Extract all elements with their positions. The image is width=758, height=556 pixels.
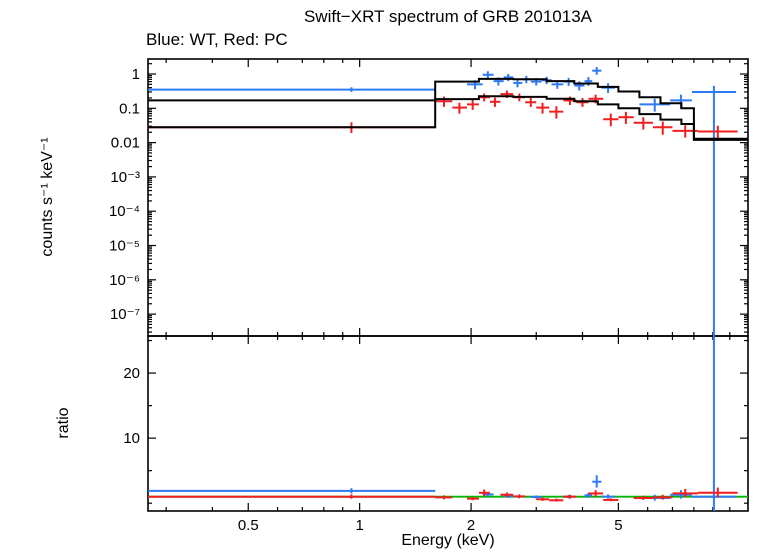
- y-tick-label: 10⁻³: [110, 169, 140, 186]
- y-tick-label: 0.1: [119, 100, 140, 117]
- ratio-tick-label: 20: [123, 365, 140, 382]
- y-tick-label: 0.01: [111, 135, 140, 152]
- x-tick-label: 2: [467, 517, 475, 534]
- y-tick-label: 10⁻⁶: [109, 272, 140, 289]
- wt-model: [148, 77, 748, 141]
- ratio-tick-label: 10: [123, 430, 140, 447]
- x-tick-label: 5: [614, 517, 622, 534]
- bottom-panel-frame: [147, 335, 749, 512]
- y-tick-label: 10⁻⁴: [109, 203, 140, 220]
- chart-title: Swift−XRT spectrum of GRB 201013A: [303, 7, 593, 26]
- axis-ticks: [148, 59, 748, 511]
- x-axis-label: Energy (keV): [401, 532, 495, 549]
- wt-data: [148, 67, 737, 336]
- x-tick-label: 1: [355, 517, 363, 534]
- y-tick-label: 10⁻⁵: [109, 238, 140, 255]
- x-tick-label: 0.5: [238, 517, 259, 534]
- wt-ratio: [148, 336, 737, 511]
- pc-model: [148, 95, 748, 140]
- pc-ratio: [148, 487, 738, 502]
- y-axis-label-ratio: ratio: [55, 407, 72, 439]
- chart-subtitle: Blue: WT, Red: PC: [146, 30, 288, 49]
- y-tick-label: 1: [132, 66, 140, 83]
- y-tick-label: 10⁻⁷: [110, 306, 140, 323]
- y-axis-label-counts: counts s⁻¹ keV⁻¹: [39, 137, 56, 257]
